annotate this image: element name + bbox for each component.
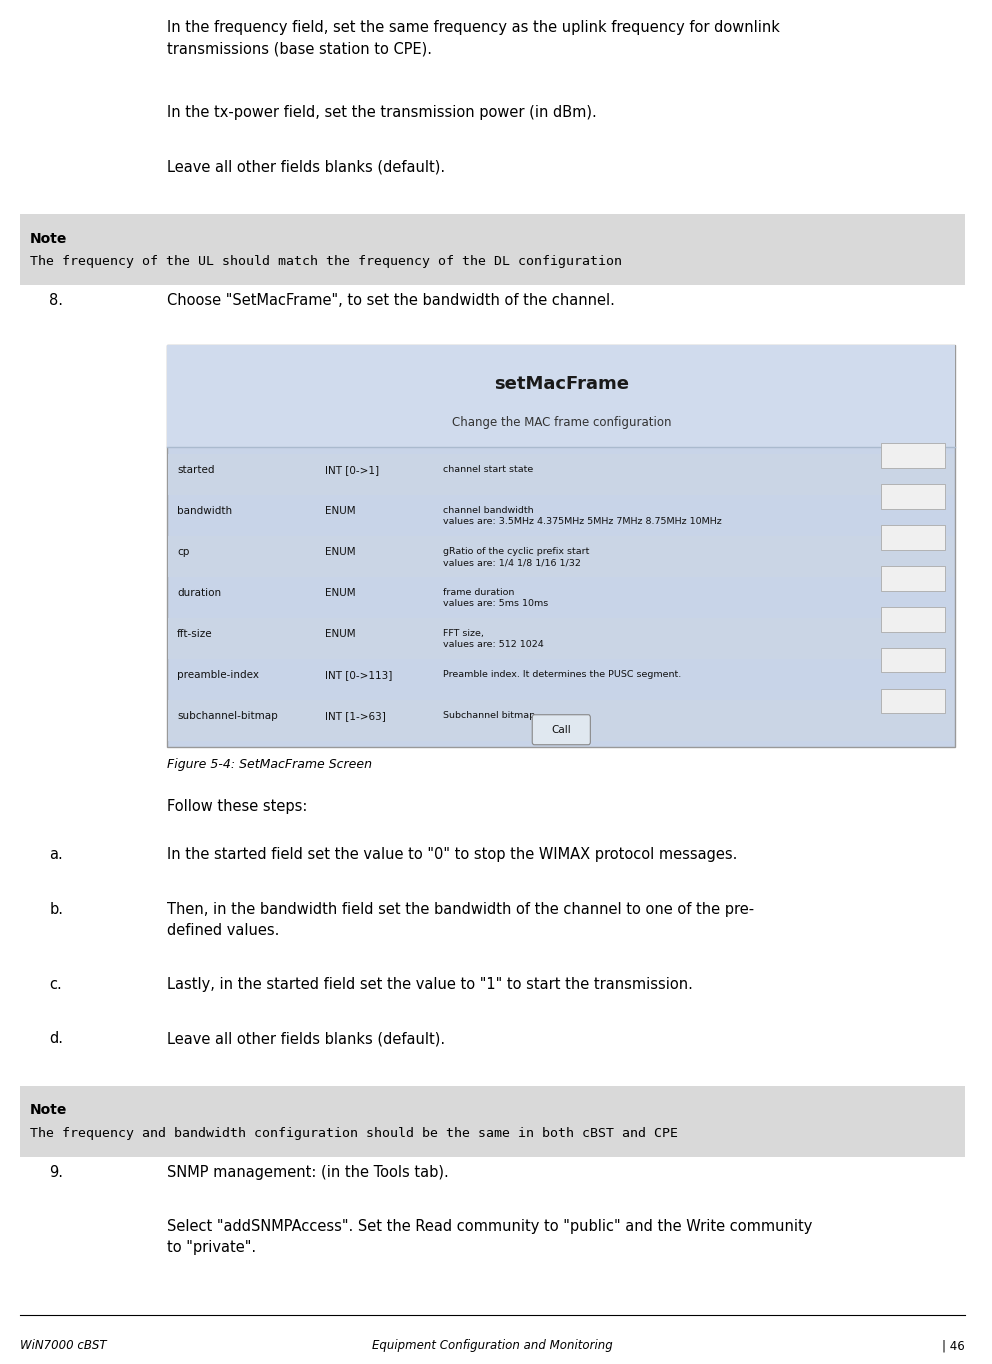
Bar (881, 525, 945, 550)
Text: Note: Note (30, 232, 66, 246)
Text: Subchannel bitmap: Subchannel bitmap (443, 711, 536, 720)
Text: ENUM: ENUM (325, 506, 355, 516)
Text: | 46: | 46 (942, 1339, 965, 1353)
Bar (881, 689, 945, 713)
Text: In the started field set the value to "0" to stop the WIMAX protocol messages.: In the started field set the value to "0… (168, 847, 738, 862)
Text: In the tx-power field, set the transmission power (in dBm).: In the tx-power field, set the transmiss… (168, 105, 597, 120)
Text: fft-size: fft-size (178, 629, 213, 638)
Text: a.: a. (50, 847, 62, 862)
Text: Change the MAC frame configuration: Change the MAC frame configuration (451, 416, 671, 430)
FancyBboxPatch shape (533, 715, 590, 745)
Bar (169, 618, 954, 659)
Text: gRatio of the cyclic prefix start
values are: 1/4 1/8 1/16 1/32: gRatio of the cyclic prefix start values… (443, 547, 589, 567)
Text: Choose "SetMacFrame", to set the bandwidth of the channel.: Choose "SetMacFrame", to set the bandwid… (168, 293, 615, 308)
Text: frame duration
values are: 5ms 10ms: frame duration values are: 5ms 10ms (443, 588, 549, 608)
Text: channel start state: channel start state (443, 465, 534, 475)
Bar (169, 700, 954, 741)
Bar (881, 484, 945, 509)
Text: The frequency of the UL should match the frequency of the DL configuration: The frequency of the UL should match the… (30, 255, 622, 269)
Text: setMacFrame: setMacFrame (494, 375, 629, 393)
Bar (881, 607, 945, 632)
Text: Then, in the bandwidth field set the bandwidth of the channel to one of the pre-: Then, in the bandwidth field set the ban… (168, 902, 755, 937)
Text: channel bandwidth
values are: 3.5MHz 4.375MHz 5MHz 7MHz 8.75MHz 10MHz: channel bandwidth values are: 3.5MHz 4.3… (443, 506, 722, 527)
Bar (881, 648, 945, 672)
Text: Figure 5-4: SetMacFrame Screen: Figure 5-4: SetMacFrame Screen (168, 758, 372, 772)
Bar (20, 214, 965, 285)
Text: ENUM: ENUM (325, 588, 355, 597)
Bar (881, 443, 945, 468)
Bar (20, 1086, 965, 1157)
Text: subchannel-bitmap: subchannel-bitmap (178, 711, 278, 720)
Text: Select "addSNMPAccess". Set the Read community to "public" and the Write communi: Select "addSNMPAccess". Set the Read com… (168, 1219, 812, 1255)
Text: duration: duration (178, 588, 221, 597)
Text: ENUM: ENUM (325, 629, 355, 638)
Bar (168, 345, 955, 747)
Bar (169, 454, 954, 495)
Text: preamble-index: preamble-index (178, 670, 259, 679)
Text: Note: Note (30, 1103, 66, 1117)
Bar (169, 536, 954, 577)
Text: started: started (178, 465, 214, 475)
Text: INT [1->63]: INT [1->63] (325, 711, 386, 720)
Text: c.: c. (50, 977, 62, 992)
Text: ENUM: ENUM (325, 547, 355, 557)
Text: FFT size,
values are: 512 1024: FFT size, values are: 512 1024 (443, 629, 544, 649)
Text: Equipment Configuration and Monitoring: Equipment Configuration and Monitoring (372, 1339, 613, 1353)
Text: Follow these steps:: Follow these steps: (168, 799, 308, 814)
Text: WiN7000 cBST: WiN7000 cBST (20, 1339, 106, 1353)
Text: SNMP management: (in the Tools tab).: SNMP management: (in the Tools tab). (168, 1165, 449, 1180)
Text: d.: d. (50, 1031, 63, 1046)
Text: In the frequency field, set the same frequency as the uplink frequency for downl: In the frequency field, set the same fre… (168, 20, 781, 56)
Text: Leave all other fields blanks (default).: Leave all other fields blanks (default). (168, 1031, 445, 1046)
Text: Lastly, in the started field set the value to "1" to start the transmission.: Lastly, in the started field set the val… (168, 977, 693, 992)
Text: Preamble index. It determines the PUSC segment.: Preamble index. It determines the PUSC s… (443, 670, 682, 679)
Bar (881, 566, 945, 591)
Text: Call: Call (552, 724, 571, 735)
Bar (168, 345, 955, 447)
Text: Leave all other fields blanks (default).: Leave all other fields blanks (default). (168, 160, 445, 175)
Text: INT [0->113]: INT [0->113] (325, 670, 392, 679)
Text: 8.: 8. (50, 293, 63, 308)
Text: b.: b. (50, 902, 63, 917)
Text: bandwidth: bandwidth (178, 506, 232, 516)
Text: 9.: 9. (50, 1165, 63, 1180)
Text: cp: cp (178, 547, 189, 557)
Text: The frequency and bandwidth configuration should be the same in both cBST and CP: The frequency and bandwidth configuratio… (30, 1127, 678, 1140)
Text: INT [0->1]: INT [0->1] (325, 465, 379, 475)
